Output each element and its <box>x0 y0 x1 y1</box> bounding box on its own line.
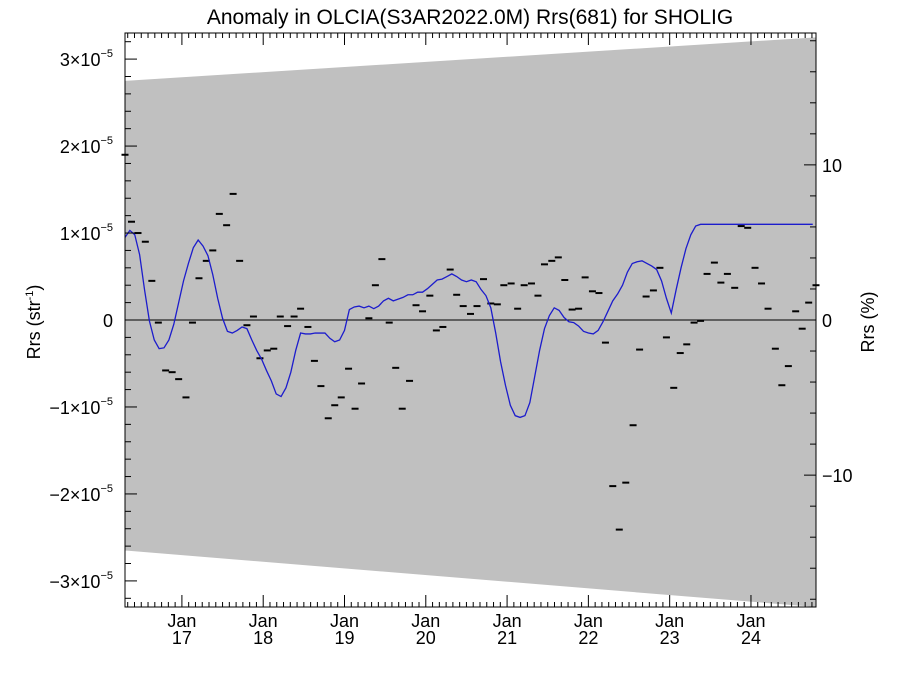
left-tick-label: 2×10−5 <box>60 135 113 157</box>
x-tick-year-label: 19 <box>334 628 354 648</box>
x-tick-year-label: 23 <box>660 628 680 648</box>
right-tick-label: 0 <box>822 311 832 331</box>
x-tick-month-label: Jan <box>167 611 196 631</box>
left-axis-label: Rrs (str-1) <box>24 285 44 360</box>
left-tick-label: 3×10−5 <box>60 48 113 70</box>
x-tick-year-label: 21 <box>497 628 517 648</box>
left-tick-label: 1×10−5 <box>60 222 113 244</box>
right-tick-label: −10 <box>822 466 853 486</box>
left-tick-label: 0 <box>103 311 113 331</box>
x-tick-year-label: 20 <box>416 628 436 648</box>
left-tick-label: −3×10−5 <box>49 570 113 592</box>
left-axis: 3×10−5 2×10−5 1×10−5 0 −1×10−5 −2×10−5 −3×10−5 <box>49 41 137 599</box>
right-tick-label: 10 <box>822 156 842 176</box>
x-tick-year-label: 18 <box>253 628 273 648</box>
x-tick-month-label: Jan <box>736 611 765 631</box>
anomaly-points <box>121 153 820 531</box>
x-tick-month-label: Jan <box>493 611 522 631</box>
envelope-band <box>125 37 816 607</box>
x-tick-year-label: 22 <box>578 628 598 648</box>
x-tick-month-label: Jan <box>655 611 684 631</box>
x-tick-month-label: Jan <box>249 611 278 631</box>
left-tick-label: −1×10−5 <box>49 396 113 418</box>
x-tick-month-label: Jan <box>330 611 359 631</box>
chart-title: Anomaly in OLCIA(S3AR2022.0M) Rrs(681) f… <box>207 6 733 29</box>
x-tick-month-label: Jan <box>411 611 440 631</box>
right-axis: 10 0 −10 <box>804 40 853 600</box>
x-tick-year-label: 17 <box>172 628 192 648</box>
left-tick-label: −2×10−5 <box>49 483 113 505</box>
x-tick-month-label: Jan <box>574 611 603 631</box>
x-tick-year-label: 24 <box>741 628 761 648</box>
smoothed-series-line <box>124 223 813 419</box>
plot-area <box>121 32 820 608</box>
right-axis-label: Rrs (%) <box>858 292 878 353</box>
